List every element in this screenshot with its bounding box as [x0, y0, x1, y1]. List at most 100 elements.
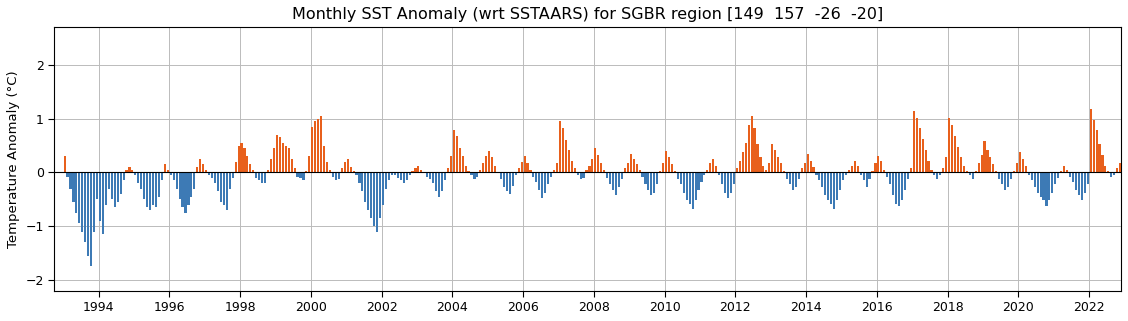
Bar	[1086, 172, 1089, 184]
Bar	[470, 172, 473, 175]
Bar	[329, 170, 331, 172]
Bar	[102, 172, 104, 234]
Bar	[892, 172, 895, 195]
Bar	[719, 172, 721, 175]
Bar	[138, 172, 140, 183]
Bar	[196, 167, 199, 172]
Bar	[653, 172, 655, 193]
Bar	[704, 172, 705, 175]
Bar	[205, 170, 208, 172]
Bar	[235, 162, 237, 172]
Bar	[264, 172, 266, 183]
Bar	[839, 172, 841, 190]
Bar	[995, 171, 997, 172]
Bar	[140, 172, 142, 188]
Bar	[520, 162, 522, 172]
Bar	[1060, 171, 1063, 172]
Bar	[114, 172, 116, 207]
Bar	[238, 145, 239, 172]
Bar	[187, 172, 190, 205]
Bar	[131, 170, 133, 172]
Bar	[1040, 172, 1041, 196]
Bar	[620, 172, 623, 179]
Bar	[816, 172, 818, 175]
Bar	[529, 170, 531, 172]
Bar	[461, 156, 464, 172]
Bar	[998, 172, 1001, 179]
Bar	[786, 172, 788, 179]
Bar	[933, 172, 935, 175]
Bar	[550, 172, 553, 177]
Bar	[452, 130, 455, 172]
Bar	[509, 172, 511, 194]
Bar	[827, 172, 829, 200]
Bar	[361, 172, 363, 191]
Bar	[691, 172, 694, 209]
Bar	[978, 163, 980, 172]
Bar	[220, 172, 222, 202]
Bar	[730, 172, 732, 193]
Bar	[582, 172, 584, 178]
Bar	[688, 172, 690, 204]
Bar	[1093, 120, 1094, 172]
Bar	[315, 121, 316, 172]
Bar	[297, 172, 299, 177]
Bar	[1055, 172, 1056, 184]
Bar	[483, 163, 484, 172]
Bar	[494, 166, 496, 172]
Bar	[72, 172, 74, 202]
Bar	[226, 172, 228, 210]
Bar	[376, 172, 378, 231]
Bar	[700, 172, 703, 182]
Bar	[544, 172, 546, 193]
Bar	[435, 172, 438, 191]
Bar	[536, 172, 537, 182]
Bar	[788, 172, 791, 184]
Bar	[913, 111, 915, 172]
Bar	[1117, 168, 1118, 172]
Bar	[940, 172, 942, 175]
Bar	[491, 157, 493, 172]
Bar	[1031, 172, 1033, 180]
Bar	[202, 164, 204, 172]
Bar	[969, 172, 971, 175]
Bar	[337, 172, 340, 179]
Bar	[81, 172, 83, 231]
Bar	[1095, 130, 1098, 172]
Bar	[635, 164, 637, 172]
Bar	[63, 156, 65, 172]
Bar	[479, 170, 482, 172]
Bar	[618, 172, 620, 187]
Bar	[1075, 172, 1077, 190]
Bar	[423, 172, 425, 173]
Bar	[70, 172, 71, 188]
Bar	[880, 160, 882, 172]
Bar	[214, 172, 217, 183]
Bar	[763, 166, 765, 172]
Bar	[134, 172, 136, 175]
Bar	[777, 157, 779, 172]
Bar	[810, 160, 812, 172]
Bar	[1104, 166, 1107, 172]
Bar	[143, 172, 146, 199]
Bar	[108, 172, 109, 188]
Bar	[845, 172, 847, 175]
Bar	[936, 172, 938, 179]
Bar	[364, 172, 367, 202]
Bar	[311, 127, 314, 172]
Bar	[1108, 171, 1110, 172]
Bar	[765, 170, 767, 172]
Bar	[421, 170, 423, 172]
Bar	[414, 168, 416, 172]
Bar	[1002, 172, 1003, 184]
Bar	[368, 172, 369, 210]
Bar	[565, 140, 567, 172]
Bar	[863, 172, 865, 180]
Bar	[258, 172, 261, 180]
Bar	[1099, 144, 1101, 172]
Bar	[288, 148, 290, 172]
Bar	[390, 172, 393, 175]
Bar	[1113, 172, 1116, 175]
Bar	[803, 163, 805, 172]
Bar	[556, 163, 558, 172]
